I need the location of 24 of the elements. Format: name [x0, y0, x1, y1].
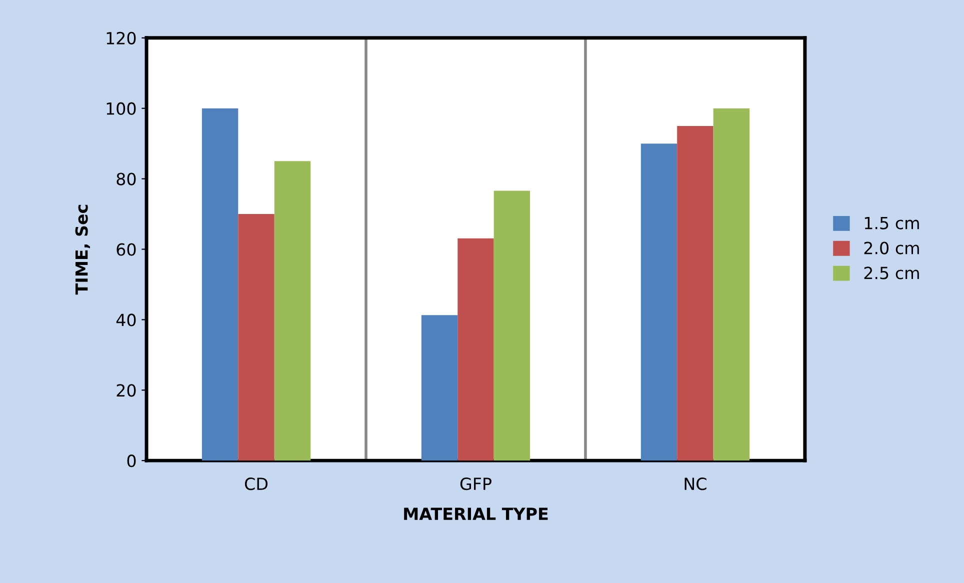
bar — [677, 126, 714, 461]
y-tick-label: 20 — [116, 384, 136, 397]
y-axis-title: TIME, Sec — [75, 204, 90, 295]
y-tick-label: 80 — [116, 172, 136, 186]
bar — [713, 108, 750, 461]
bar — [494, 190, 530, 461]
y-tick-label: 0 — [127, 454, 136, 468]
x-tick-label: NC — [684, 478, 706, 490]
y-tick-label: 120 — [106, 32, 136, 44]
bar — [640, 144, 678, 461]
y-tick-label: 100 — [106, 102, 136, 115]
bar — [202, 108, 238, 461]
bar — [238, 214, 274, 461]
legend-label: 2.5 cm — [864, 266, 919, 280]
bar — [274, 161, 311, 461]
y-tick-label: 40 — [116, 314, 136, 326]
legend-label: 1.5 cm — [864, 216, 919, 230]
bar — [421, 315, 458, 461]
x-tick-label: CD — [244, 478, 268, 490]
bar — [458, 238, 494, 461]
legend-label: 2.0 cm — [864, 242, 919, 254]
x-tick-label: GFP — [460, 478, 492, 490]
y-tick-label: 60 — [116, 243, 136, 256]
x-axis-title: MATERIAL TYPE — [404, 508, 548, 520]
